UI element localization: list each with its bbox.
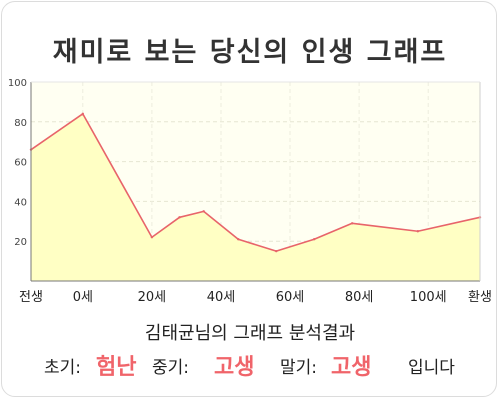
data-point <box>178 216 181 219</box>
data-point <box>313 238 316 241</box>
data-point <box>202 210 205 213</box>
x-tick-label: 전생 <box>19 290 43 305</box>
y-tick-label: 100 <box>8 78 27 89</box>
data-point <box>351 222 354 225</box>
late-label: 말기: <box>280 358 318 378</box>
x-tick-label: 80세 <box>345 290 374 305</box>
early-label: 초기: <box>44 358 82 378</box>
y-tick-label: 20 <box>14 237 27 248</box>
x-tick-label: 환생 <box>468 290 492 305</box>
x-tick-label: 60세 <box>276 290 305 305</box>
middle-value: 고생 <box>214 355 255 380</box>
data-point <box>81 112 85 116</box>
late-value: 고생 <box>331 355 372 380</box>
x-tick-label: 40세 <box>207 290 236 305</box>
ending-text: 입니다 <box>408 358 455 378</box>
analysis-result: 초기: 험난 중기: 고생 말기: 고생 입니다 <box>0 347 500 383</box>
analysis-title: 김태균님의 그래프 분석결과 <box>144 323 356 344</box>
data-point <box>237 238 240 241</box>
x-tick-label: 0세 <box>73 290 93 305</box>
data-point <box>416 230 420 233</box>
middle-label: 중기: <box>152 358 190 378</box>
x-tick-label: 20세 <box>138 290 167 305</box>
page-title: 재미로 보는 당신의 인생 그래프 <box>52 37 448 68</box>
life-area-fill <box>31 113 480 281</box>
data-point <box>275 249 278 253</box>
y-tick-label: 80 <box>14 118 27 129</box>
data-point <box>150 236 154 239</box>
x-tick-label: 100세 <box>410 290 447 305</box>
early-value: 험난 <box>96 355 137 380</box>
y-tick-label: 60 <box>14 158 27 169</box>
y-tick-label: 40 <box>14 197 27 208</box>
